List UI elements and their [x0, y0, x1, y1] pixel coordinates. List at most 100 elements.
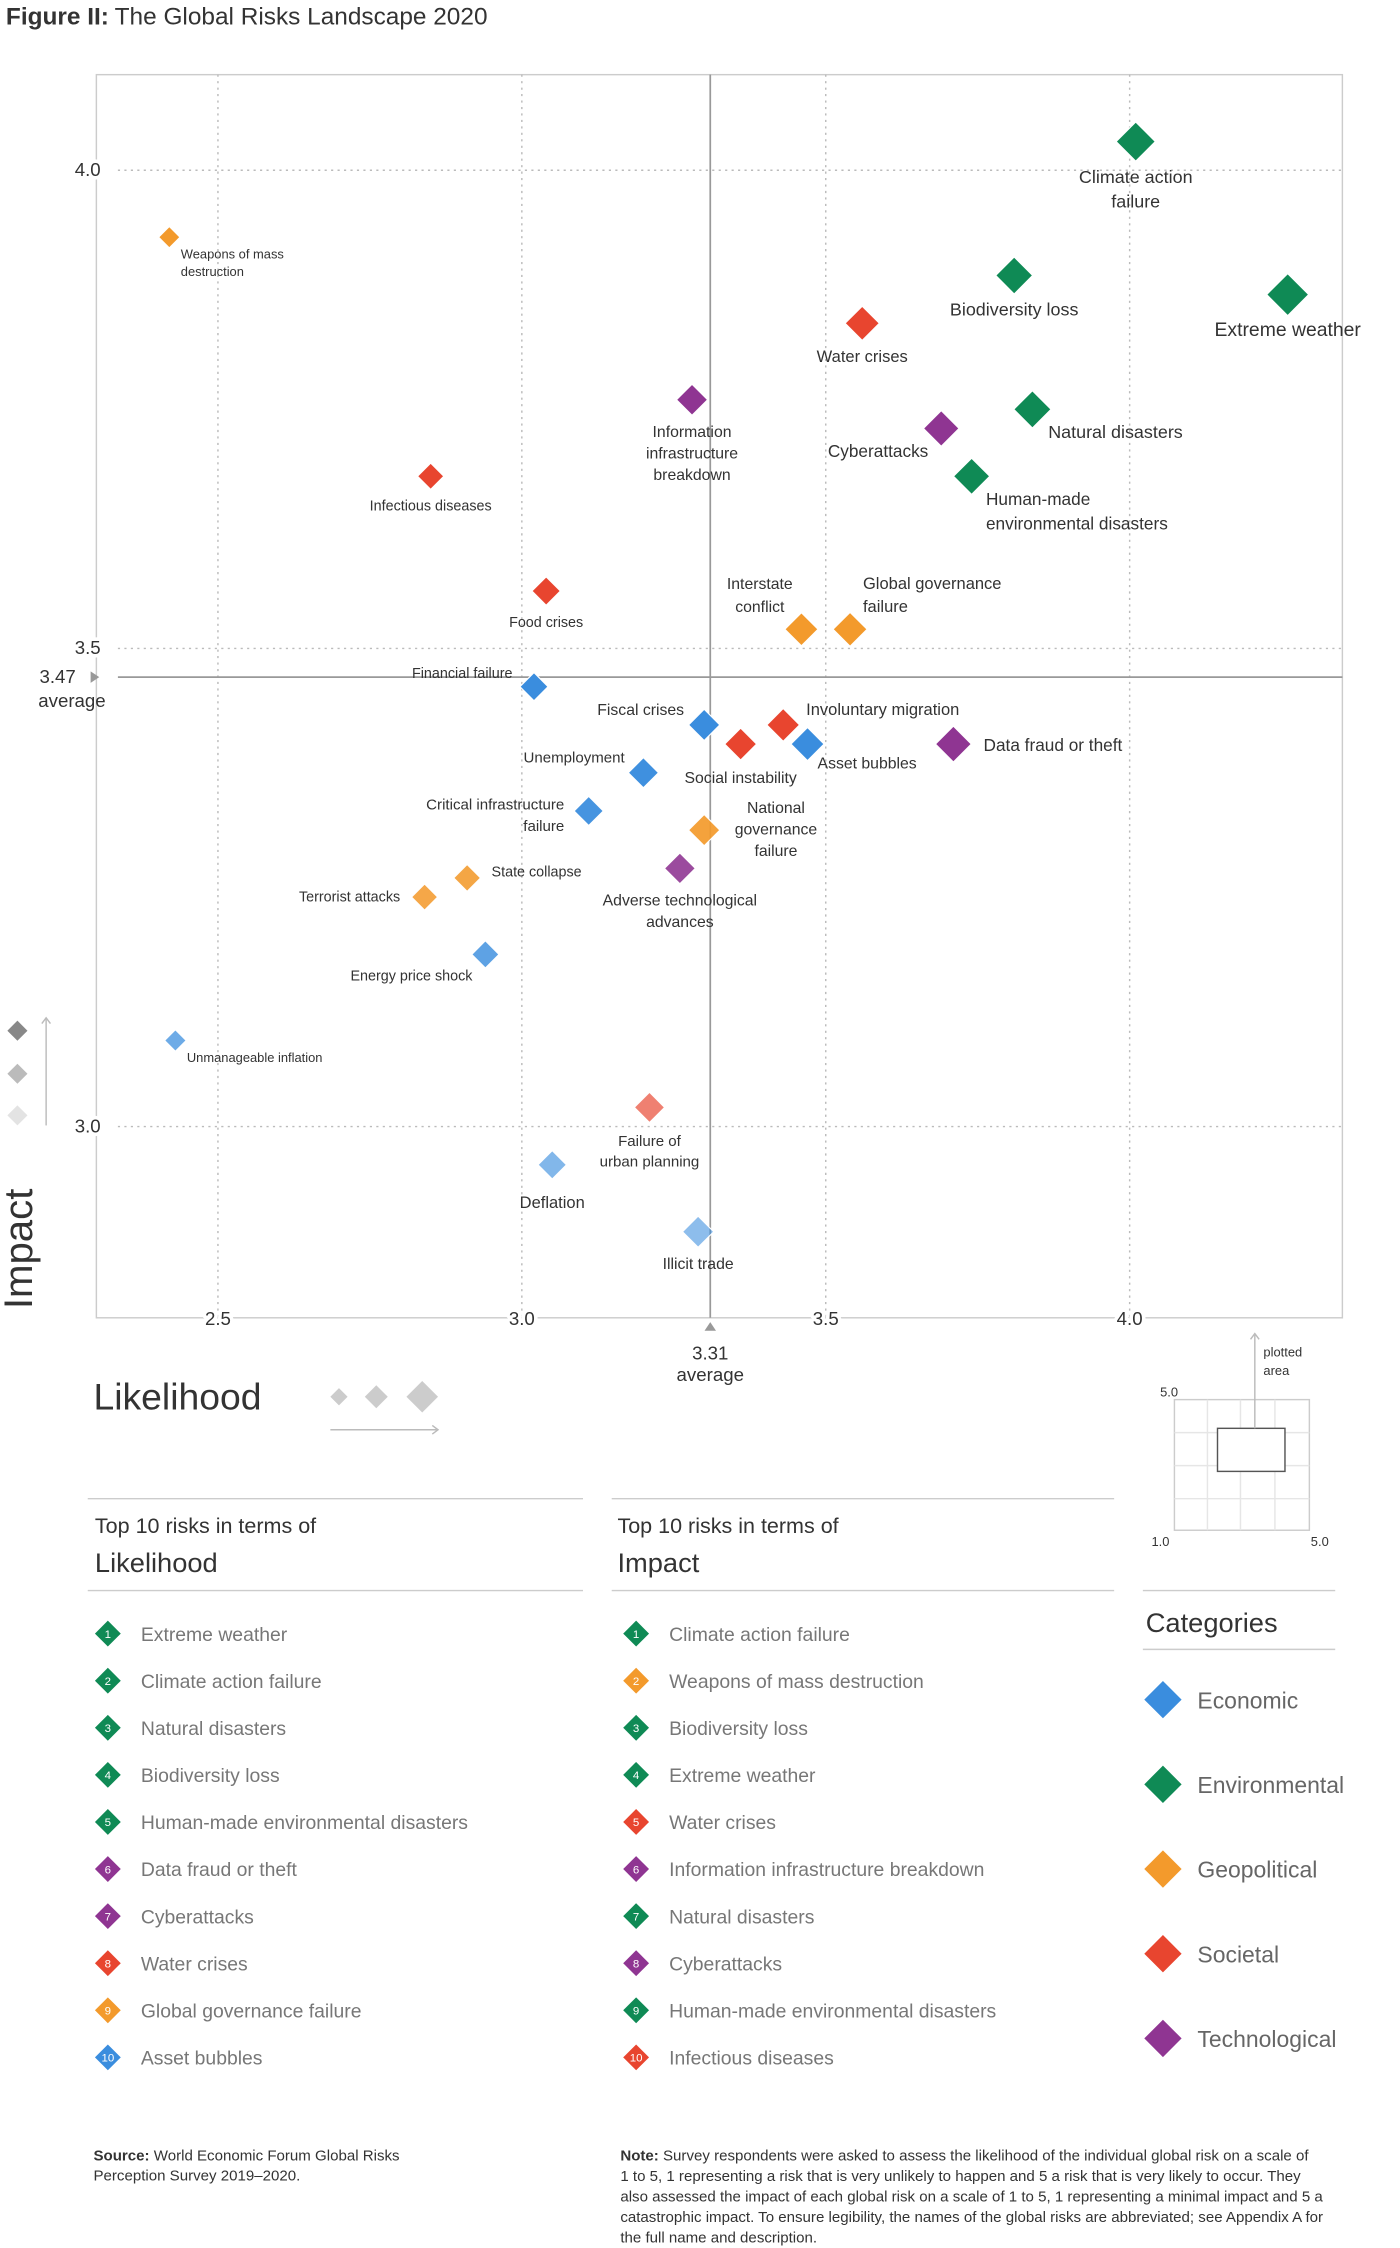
risk-label-line: Food crises — [509, 615, 583, 631]
inset-plotted-area — [1216, 1427, 1286, 1473]
risk-label-line: State collapse — [492, 864, 582, 880]
rank-number: 10 — [101, 2053, 114, 2065]
risk-label: Extreme weather — [1215, 319, 1362, 341]
rank-number: 7 — [105, 1911, 111, 1923]
rank-number: 5 — [105, 1817, 111, 1829]
risk-point — [531, 576, 562, 607]
risk-label-line: Infectious diseases — [370, 499, 492, 515]
risk-label: State collapse — [492, 864, 582, 880]
risk-label-line: Failure of — [618, 1133, 682, 1150]
average-marker — [704, 1322, 717, 1331]
rank-number: 1 — [105, 1629, 111, 1641]
y-tick-label: 3.0 — [75, 1115, 101, 1136]
legend-diamond — [330, 1388, 348, 1406]
risk-label: Food crises — [509, 615, 583, 631]
risk-label: National governance failure — [735, 800, 818, 860]
risk-label-line: Extreme weather — [1215, 319, 1362, 341]
risk-label-line: Climate action — [1079, 167, 1193, 187]
rank-number: 9 — [633, 2006, 639, 2018]
risk-label: Global governance failure — [863, 575, 1002, 616]
rank-badge — [94, 1667, 121, 1694]
risk-label: Financial failure — [412, 666, 512, 682]
risk-point — [832, 611, 868, 648]
legend-diamond — [406, 1380, 439, 1413]
risk-label: Unemployment — [523, 750, 625, 767]
x-tick-label: 3.0 — [509, 1308, 535, 1329]
risk-label-line: failure — [523, 818, 564, 835]
risk-label-line: failure — [863, 598, 908, 616]
risk-name: Water crises — [669, 1812, 776, 1834]
x-tick-label: 3.5 — [813, 1308, 839, 1329]
legend-swatch — [1144, 1765, 1182, 1803]
risk-label-line: Information — [653, 424, 732, 441]
y-tick-label: 3.5 — [75, 637, 101, 658]
list-intro: Top 10 risks in terms of — [617, 1514, 839, 1538]
risk-label: Interstate conflict — [727, 576, 793, 616]
risk-label-line: Energy price shock — [350, 968, 473, 984]
risk-point — [922, 409, 960, 448]
rank-number: 10 — [630, 2053, 643, 2065]
rank-badge — [94, 1997, 121, 2024]
risk-label: Biodiversity loss — [950, 300, 1079, 320]
risk-point — [519, 671, 549, 702]
figure-title: Figure II: The Global Risks Landscape 202… — [6, 3, 488, 30]
average-value: 3.31 — [692, 1342, 728, 1363]
risk-label: Water crises — [817, 348, 908, 366]
risk-label: Infectious diseases — [370, 499, 492, 515]
rank-badge — [623, 1856, 650, 1882]
inset-arrow-head — [1249, 1332, 1260, 1340]
inset-frame — [1173, 1398, 1311, 1531]
average-marker — [90, 671, 100, 683]
risk-label: Unmanageable inflation — [187, 1050, 323, 1065]
average-label: average — [677, 1364, 744, 1385]
risk-label-line: Water crises — [817, 348, 908, 366]
risk-point — [723, 727, 758, 761]
note-line: 1 to 5, 1 representing a risk that is ve… — [620, 2168, 1301, 2185]
risk-name: Information infrastructure breakdown — [669, 1859, 984, 1881]
rank-badge — [94, 1903, 121, 1930]
legend-label: Economic — [1197, 1687, 1298, 1713]
risk-label-line: Natural disasters — [1048, 422, 1183, 442]
risk-label-line: Data fraud or theft — [984, 735, 1123, 755]
source-label: Source: — [93, 2147, 149, 2164]
risk-point — [537, 1149, 568, 1180]
risk-name: Climate action failure — [669, 1624, 850, 1646]
risk-label-line: infrastructure — [646, 446, 738, 463]
source-line: Perception Survey 2019–2020. — [93, 2168, 300, 2185]
rank-number: 4 — [633, 1770, 640, 1782]
risk-label: Illicit trade — [663, 1256, 734, 1273]
risk-label-line: conflict — [735, 599, 785, 616]
legend-diamond — [7, 1063, 28, 1084]
risk-name: Infectious diseases — [669, 2048, 834, 2070]
risk-name: Cyberattacks — [669, 1953, 782, 1975]
y-axis-label: Impact — [0, 1189, 41, 1310]
risk-point — [410, 883, 439, 911]
rank-number: 3 — [633, 1723, 639, 1735]
risk-point — [163, 1028, 187, 1053]
risk-label-line: advances — [646, 914, 714, 931]
title: The Global Risks Landscape 2020 — [115, 3, 488, 30]
legend-swatch — [1144, 1850, 1182, 1888]
legend-diamond — [364, 1385, 388, 1409]
risk-point — [633, 1091, 666, 1124]
risk-label-line: failure — [754, 843, 797, 860]
risk-label-line: Asset bubbles — [818, 755, 917, 772]
risk-name: Biodiversity loss — [669, 1718, 808, 1740]
legend-diamond — [7, 1105, 28, 1126]
risk-point — [934, 725, 973, 763]
risk-name: Biodiversity loss — [141, 1765, 280, 1787]
x-tick-label: 2.5 — [205, 1308, 231, 1329]
risk-label: Adverse technological advances — [603, 893, 757, 932]
risk-point — [766, 707, 801, 743]
rank-number: 6 — [633, 1864, 639, 1876]
rank-badge — [623, 1997, 650, 2024]
risk-point — [784, 611, 819, 647]
risk-name: Water crises — [141, 1953, 248, 1975]
rank-number: 1 — [633, 1629, 639, 1641]
inset-label: 1.0 — [1151, 1534, 1169, 1549]
risk-label: Energy price shock — [350, 968, 473, 984]
risk-label-line: Critical infrastructure — [426, 797, 564, 814]
risk-label-line: Fiscal crises — [597, 702, 684, 719]
